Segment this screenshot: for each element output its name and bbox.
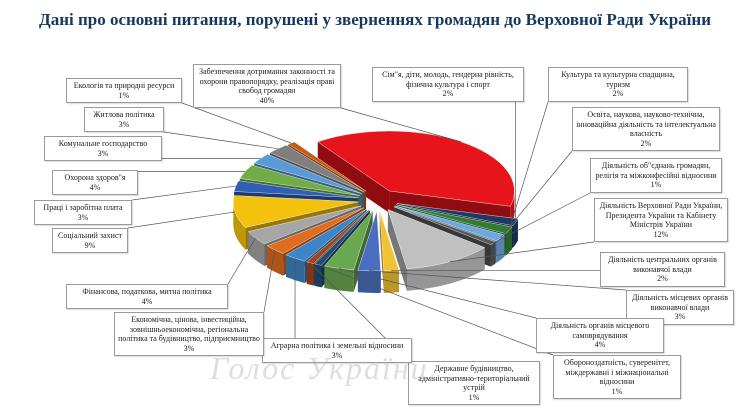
slice-label-percent: 1% [611, 386, 623, 396]
leader-line [181, 102, 292, 144]
slice-label-percent: 9% [84, 240, 96, 250]
slice-label-percent: 2% [612, 89, 624, 98]
slice-label-percent: 40% [259, 95, 275, 105]
slice-label-text: Сім"я, діти, молодь, гендерна рівність, … [382, 70, 514, 89]
slice-label-text: Житлова політика [93, 110, 155, 119]
slice-label-percent: 2% [657, 274, 668, 283]
slice-label-percent: 3% [674, 312, 686, 321]
slice-label-percent: 3% [97, 148, 109, 158]
leader-line [338, 268, 537, 319]
leader-line [317, 264, 554, 356]
slice-label-text: Діяльність Верховної Ради України, Прези… [599, 201, 723, 229]
slice-label: Діяльність органів місцевого самоврядува… [536, 318, 664, 353]
leader-line [500, 150, 573, 239]
slice-label: Діяльність центральних органів виконавчо… [600, 252, 725, 287]
leader-line [492, 192, 591, 244]
slice-label-percent: 1% [650, 180, 662, 189]
slice-label: Житлова політика 3% [84, 107, 164, 132]
slice-label-text: Діяльність місцевих органів виконавчої в… [631, 293, 729, 312]
leader-line [127, 211, 236, 229]
slice-label: Культура та культурна спадщина, туризм 2% [548, 67, 688, 102]
slice-label: Освіта, наукова, науково-технічна, іннов… [572, 107, 720, 151]
slice-label-percent: 4% [594, 340, 606, 349]
slice-label: Соціальний захист 9% [52, 228, 128, 253]
slice-label-percent: 1% [468, 392, 480, 402]
slice-label-text: Діяльність органів місцевого самоврядува… [550, 321, 650, 340]
leader-line [340, 107, 462, 143]
slice-label-text: Комунальне господарство [58, 139, 148, 148]
leader-line [263, 249, 276, 313]
slice-label: Аграрна політика і земельні відносини 3% [262, 338, 412, 363]
slice-label: Охорона здоров"я 4% [52, 170, 138, 195]
slice-label-text: Державне будівництво, адміністративно-те… [418, 364, 530, 392]
slice-label-text: Обороноздатність, суверенітет, міждержав… [564, 358, 670, 386]
slice-label: Комунальне господарство 3% [44, 136, 162, 161]
slice-label: Забезпечення дотримання законності та ох… [193, 64, 341, 108]
slice-label: Обороноздатність, суверенітет, міждержав… [553, 355, 681, 399]
leader-line [449, 241, 595, 262]
slice-label: Діяльність місцевих органів виконавчої в… [626, 290, 734, 325]
slice-label-text: Забезпечення дотримання законності та ох… [199, 67, 335, 95]
chart-title: Дані про основні питання, порушені у зве… [39, 10, 711, 29]
slice-label-percent: 1% [118, 90, 130, 100]
slice-label-text: Фінансова, податкова, митна політика [82, 287, 212, 296]
slice-label: Діяльність Верховної Ради України, Прези… [594, 198, 728, 242]
slice-label-percent: 12% [653, 229, 669, 239]
slice-label-percent: 3% [77, 212, 89, 222]
slice-label: Сім"я, діти, молодь, гендерна рівність, … [372, 67, 524, 102]
slice-label-text: Освіта, наукова, науково-технічна, іннов… [576, 110, 716, 138]
slice-label-text: Культура та культурна спадщина, туризм [561, 70, 675, 89]
pie-slice [387, 209, 486, 291]
slice-label-percent: 2% [442, 89, 454, 98]
slice-label: Економічна, цінова, інвестиційна, зовніш… [114, 312, 264, 356]
slice-label-text: Аграрна політика і земельні відносини [270, 341, 404, 350]
pie-slice [357, 210, 381, 293]
slice-label-percent: 3% [331, 350, 343, 360]
slice-label: Фінансова, податкова, митна політика 4% [66, 284, 228, 309]
leader-line [163, 131, 278, 150]
slice-label-percent: 2% [640, 138, 652, 148]
slice-label-percent: 4% [141, 296, 153, 306]
slice-label-percent: 4% [89, 182, 101, 192]
slice-label-percent: 3% [118, 119, 130, 129]
slice-label-text: Діяльність об"єднань громадян, релігія т… [595, 161, 717, 180]
leader-line [508, 101, 549, 231]
slice-label: Екологія та природні ресурси 1% [66, 78, 182, 103]
slice-label-text: Праці і заробітна плата [43, 203, 123, 212]
slice-label-text: Соціальний захист [58, 231, 122, 240]
slice-label-percent: 3% [183, 343, 195, 353]
leader-line [369, 270, 627, 291]
slice-label: Діяльність об"єднань громадян, релігія т… [590, 158, 722, 193]
leader-line [131, 185, 236, 201]
slice-label-text: Екологія та природні ресурси [73, 81, 175, 90]
slice-label: Державне будівництво, адміністративно-те… [408, 361, 540, 405]
watermark: Голос України [210, 350, 429, 386]
slice-label-text: Діяльність центральних органів виконавчо… [608, 255, 717, 274]
slice-label-text: Охорона здоров"я [64, 173, 126, 182]
leader-line [227, 237, 256, 285]
slice-label-text: Економічна, цінова, інвестиційна, зовніш… [118, 315, 260, 343]
slice-label: Праці і заробітна плата 3% [34, 200, 132, 225]
